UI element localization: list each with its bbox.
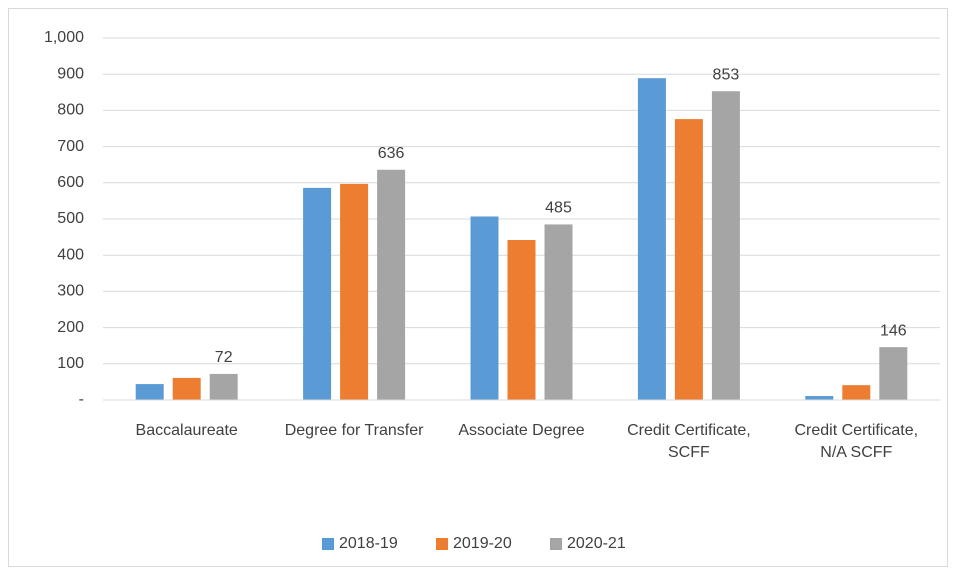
bar <box>637 78 666 400</box>
bar <box>172 377 201 400</box>
legend-swatch <box>322 538 334 550</box>
legend-label: 2020-21 <box>567 535 626 552</box>
bar <box>674 119 703 400</box>
legend-swatch <box>550 538 562 550</box>
y-tick-label: 100 <box>57 355 84 372</box>
bar <box>544 224 573 400</box>
x-tick-label: Baccalaureate <box>135 422 238 439</box>
bar <box>470 216 499 400</box>
x-tick-label: Credit Certificate, N/A SCFF <box>794 422 919 461</box>
y-tick-label: 600 <box>57 174 84 191</box>
x-tick-label: Degree for Transfer <box>284 422 424 439</box>
x-tick-label: Associate Degree <box>458 422 585 439</box>
legend-label: 2018-19 <box>339 535 398 552</box>
y-tick-label: 500 <box>57 210 84 227</box>
bar <box>805 396 834 400</box>
x-tick-label: Credit Certificate, SCFF <box>627 422 751 461</box>
y-tick-label: 1,000 <box>44 29 84 46</box>
y-tick-label: 400 <box>57 246 84 263</box>
legend-swatch <box>436 538 448 550</box>
bar <box>303 187 332 400</box>
data-label: 72 <box>215 349 233 366</box>
data-label: 853 <box>713 66 740 83</box>
y-tick-label: 700 <box>57 138 84 155</box>
bar <box>377 169 406 400</box>
bar <box>209 373 238 400</box>
data-label: 636 <box>378 145 405 162</box>
y-tick-label: 900 <box>57 65 84 82</box>
bar <box>507 239 536 400</box>
y-tick-label: - <box>79 391 84 408</box>
y-tick-label: 200 <box>57 319 84 336</box>
data-label: 485 <box>545 200 572 217</box>
y-tick-label: 800 <box>57 102 84 119</box>
bar <box>711 91 740 401</box>
bar <box>879 347 908 400</box>
bar <box>842 385 871 400</box>
bar <box>340 183 369 400</box>
data-label: 146 <box>880 322 907 339</box>
y-tick-label: 300 <box>57 283 84 300</box>
legend-label: 2019-20 <box>453 535 512 552</box>
bar <box>135 384 164 400</box>
